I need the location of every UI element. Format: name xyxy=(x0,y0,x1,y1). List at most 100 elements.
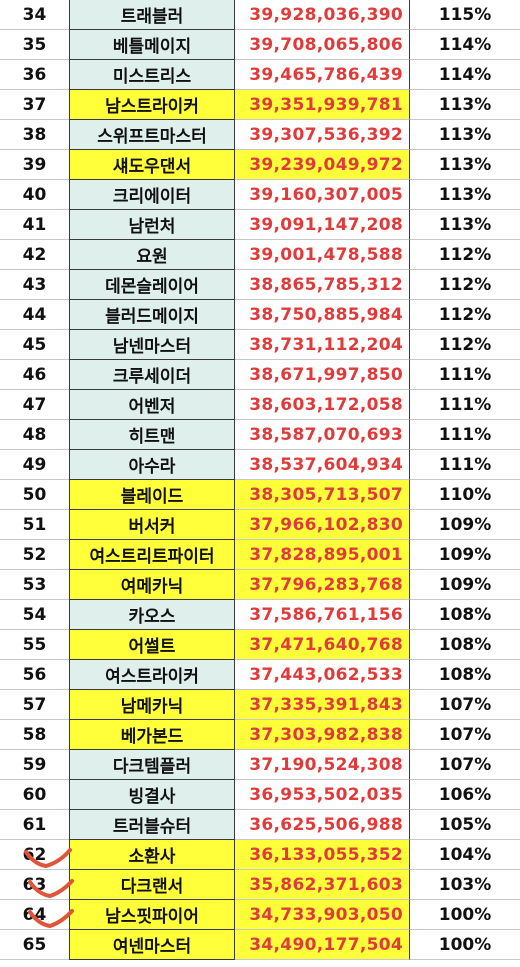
class-name-cell[interactable]: 섀도우댄서 xyxy=(69,150,235,180)
class-name-cell[interactable]: 여넨마스터 xyxy=(69,930,235,960)
damage-value-cell[interactable]: 38,750,885,984 xyxy=(235,300,410,330)
rank-cell[interactable]: 35 xyxy=(0,30,69,60)
damage-value-cell[interactable]: 38,731,112,204 xyxy=(235,330,410,360)
class-name-cell[interactable]: 빙결사 xyxy=(69,780,235,810)
rank-cell[interactable]: 48 xyxy=(0,420,69,450)
percent-cell[interactable]: 108% xyxy=(410,600,520,630)
class-name-cell[interactable]: 여메카닉 xyxy=(69,570,235,600)
damage-value-cell[interactable]: 38,305,713,507 xyxy=(235,480,410,510)
class-name-cell[interactable]: 남스핏파이어 xyxy=(69,900,235,930)
damage-value-cell[interactable]: 34,490,177,504 xyxy=(235,930,410,960)
class-name-cell[interactable]: 남런처 xyxy=(69,210,235,240)
class-name-cell[interactable]: 크루세이더 xyxy=(69,360,235,390)
class-name-cell[interactable]: 블러드메이지 xyxy=(69,300,235,330)
rank-cell[interactable]: 61 xyxy=(0,810,69,840)
class-name-cell[interactable]: 베가본드 xyxy=(69,720,235,750)
percent-cell[interactable]: 111% xyxy=(410,420,520,450)
rank-cell[interactable]: 64 xyxy=(0,900,69,930)
percent-cell[interactable]: 111% xyxy=(410,450,520,480)
class-name-cell[interactable]: 블레이드 xyxy=(69,480,235,510)
class-name-cell[interactable]: 트러블슈터 xyxy=(69,810,235,840)
percent-cell[interactable]: 111% xyxy=(410,390,520,420)
percent-cell[interactable]: 113% xyxy=(410,150,520,180)
damage-value-cell[interactable]: 37,796,283,768 xyxy=(235,570,410,600)
damage-value-cell[interactable]: 37,966,102,830 xyxy=(235,510,410,540)
rank-cell[interactable]: 45 xyxy=(0,330,69,360)
damage-value-cell[interactable]: 35,862,371,603 xyxy=(235,870,410,900)
damage-value-cell[interactable]: 36,625,506,988 xyxy=(235,810,410,840)
percent-cell[interactable]: 112% xyxy=(410,330,520,360)
rank-cell[interactable]: 47 xyxy=(0,390,69,420)
damage-value-cell[interactable]: 37,828,895,001 xyxy=(235,540,410,570)
class-name-cell[interactable]: 버서커 xyxy=(69,510,235,540)
rank-cell[interactable]: 36 xyxy=(0,60,69,90)
rank-cell[interactable]: 52 xyxy=(0,540,69,570)
class-name-cell[interactable]: 베틀메이지 xyxy=(69,30,235,60)
rank-cell[interactable]: 39 xyxy=(0,150,69,180)
percent-cell[interactable]: 103% xyxy=(410,870,520,900)
percent-cell[interactable]: 107% xyxy=(410,720,520,750)
rank-cell[interactable]: 49 xyxy=(0,450,69,480)
percent-cell[interactable]: 112% xyxy=(410,240,520,270)
damage-value-cell[interactable]: 37,303,982,838 xyxy=(235,720,410,750)
percent-cell[interactable]: 108% xyxy=(410,630,520,660)
damage-value-cell[interactable]: 39,465,786,439 xyxy=(235,60,410,90)
damage-value-cell[interactable]: 38,671,997,850 xyxy=(235,360,410,390)
class-name-cell[interactable]: 트래블러 xyxy=(69,0,235,30)
rank-cell[interactable]: 60 xyxy=(0,780,69,810)
rank-cell[interactable]: 59 xyxy=(0,750,69,780)
rank-cell[interactable]: 51 xyxy=(0,510,69,540)
damage-value-cell[interactable]: 39,001,478,588 xyxy=(235,240,410,270)
percent-cell[interactable]: 100% xyxy=(410,930,520,960)
damage-value-cell[interactable]: 38,537,604,934 xyxy=(235,450,410,480)
percent-cell[interactable]: 114% xyxy=(410,60,520,90)
damage-value-cell[interactable]: 37,335,391,843 xyxy=(235,690,410,720)
percent-cell[interactable]: 110% xyxy=(410,480,520,510)
rank-cell[interactable]: 44 xyxy=(0,300,69,330)
percent-cell[interactable]: 106% xyxy=(410,780,520,810)
class-name-cell[interactable]: 소환사 xyxy=(69,840,235,870)
class-name-cell[interactable]: 크리에이터 xyxy=(69,180,235,210)
damage-value-cell[interactable]: 39,239,049,972 xyxy=(235,150,410,180)
class-name-cell[interactable]: 히트맨 xyxy=(69,420,235,450)
damage-value-cell[interactable]: 36,953,502,035 xyxy=(235,780,410,810)
percent-cell[interactable]: 113% xyxy=(410,210,520,240)
rank-cell[interactable]: 37 xyxy=(0,90,69,120)
damage-value-cell[interactable]: 39,708,065,806 xyxy=(235,30,410,60)
class-name-cell[interactable]: 데몬슬레이어 xyxy=(69,270,235,300)
rank-cell[interactable]: 56 xyxy=(0,660,69,690)
rank-cell[interactable]: 55 xyxy=(0,630,69,660)
rank-cell[interactable]: 34 xyxy=(0,0,69,30)
damage-value-cell[interactable]: 39,928,036,390 xyxy=(235,0,410,30)
percent-cell[interactable]: 107% xyxy=(410,750,520,780)
percent-cell[interactable]: 114% xyxy=(410,30,520,60)
class-name-cell[interactable]: 남넨마스터 xyxy=(69,330,235,360)
rank-cell[interactable]: 41 xyxy=(0,210,69,240)
class-name-cell[interactable]: 미스트리스 xyxy=(69,60,235,90)
damage-value-cell[interactable]: 39,351,939,781 xyxy=(235,90,410,120)
class-name-cell[interactable]: 아수라 xyxy=(69,450,235,480)
damage-value-cell[interactable]: 39,091,147,208 xyxy=(235,210,410,240)
damage-value-cell[interactable]: 34,733,903,050 xyxy=(235,900,410,930)
damage-value-cell[interactable]: 37,190,524,308 xyxy=(235,750,410,780)
percent-cell[interactable]: 111% xyxy=(410,360,520,390)
rank-cell[interactable]: 53 xyxy=(0,570,69,600)
damage-value-cell[interactable]: 39,307,536,392 xyxy=(235,120,410,150)
class-name-cell[interactable]: 다크랜서 xyxy=(69,870,235,900)
percent-cell[interactable]: 105% xyxy=(410,810,520,840)
class-name-cell[interactable]: 스위프트마스터 xyxy=(69,120,235,150)
class-name-cell[interactable]: 여스트리트파이터 xyxy=(69,540,235,570)
rank-cell[interactable]: 40 xyxy=(0,180,69,210)
damage-value-cell[interactable]: 37,443,062,533 xyxy=(235,660,410,690)
damage-value-cell[interactable]: 39,160,307,005 xyxy=(235,180,410,210)
damage-value-cell[interactable]: 37,471,640,768 xyxy=(235,630,410,660)
percent-cell[interactable]: 109% xyxy=(410,540,520,570)
percent-cell[interactable]: 113% xyxy=(410,90,520,120)
class-name-cell[interactable]: 어썰트 xyxy=(69,630,235,660)
rank-cell[interactable]: 54 xyxy=(0,600,69,630)
percent-cell[interactable]: 113% xyxy=(410,180,520,210)
class-name-cell[interactable]: 요원 xyxy=(69,240,235,270)
percent-cell[interactable]: 112% xyxy=(410,300,520,330)
rank-cell[interactable]: 50 xyxy=(0,480,69,510)
percent-cell[interactable]: 104% xyxy=(410,840,520,870)
